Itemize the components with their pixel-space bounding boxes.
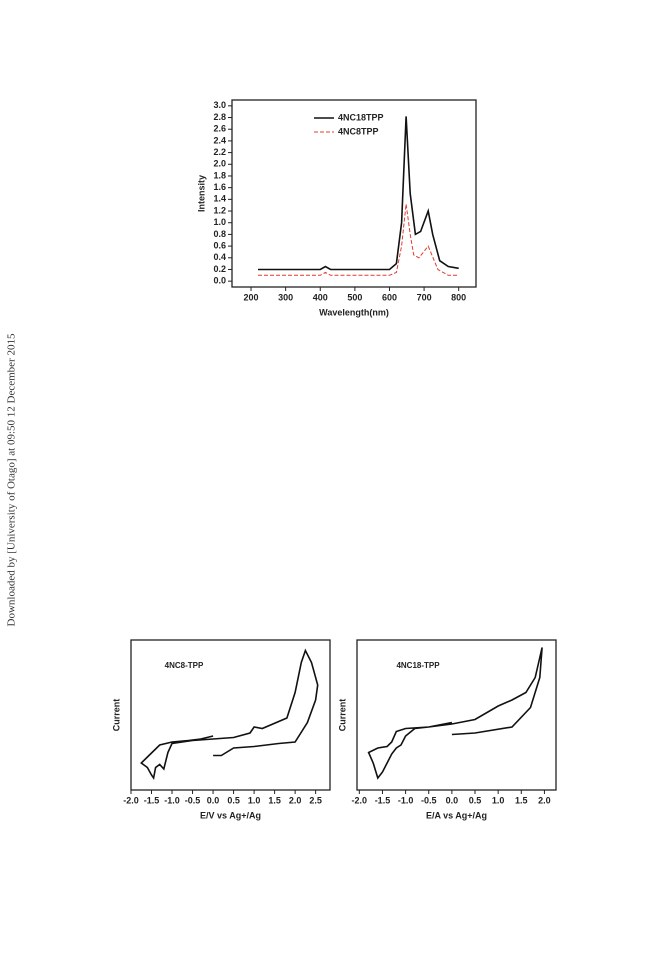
x-tick-label: 200 (244, 292, 259, 302)
x-tick-label: 1.5 (268, 795, 281, 805)
y-tick-label: 2.4 (213, 135, 226, 145)
x-tick-label: 2.0 (538, 795, 551, 805)
x-tick-label: -2.0 (123, 795, 139, 805)
y-tick-label: 0.4 (213, 252, 226, 262)
data-line (258, 116, 459, 271)
y-tick-label: 3.0 (213, 100, 226, 110)
x-tick-label: 600 (382, 292, 397, 302)
x-axis-label: Wavelength(nm) (319, 307, 389, 317)
x-tick-label: -2.0 (352, 795, 368, 805)
y-tick-label: 1.8 (213, 170, 226, 180)
data-line (140, 648, 319, 781)
y-tick-label: 1.2 (213, 205, 226, 215)
y-axis-label: Current (337, 699, 347, 732)
y-tick-label: 0.6 (213, 240, 226, 250)
watermark: Downloaded by [University of Otago] at 0… (6, 333, 18, 626)
x-tick-label: 0.5 (469, 795, 482, 805)
x-tick-label: 700 (417, 292, 432, 302)
x-tick-label: 400 (313, 292, 328, 302)
y-tick-label: 1.0 (213, 217, 226, 227)
y-tick-label: 2.0 (213, 159, 226, 169)
y-tick-label: 0.0 (213, 276, 226, 286)
y-tick-label: 1.6 (213, 182, 226, 192)
y-axis-label: Intensity (196, 175, 206, 212)
x-tick-label: -0.5 (185, 795, 201, 805)
x-tick-label: 0.5 (227, 795, 240, 805)
y-tick-label: 0.8 (213, 229, 226, 239)
x-tick-label: 0.0 (446, 795, 459, 805)
x-tick-label: 1.0 (248, 795, 261, 805)
annotation: 4NC8-TPP (165, 661, 204, 670)
y-axis-label: Current (111, 699, 121, 732)
x-tick-label: 2.0 (289, 795, 302, 805)
x-axis-label: E/A vs Ag+/Ag (426, 810, 487, 820)
x-tick-label: 0.0 (207, 795, 220, 805)
plot-frame (231, 99, 477, 288)
plot-frame (130, 639, 331, 791)
data-line (367, 647, 543, 780)
x-tick-label: 1.5 (515, 795, 528, 805)
y-tick-label: 1.4 (213, 194, 226, 204)
plot-frame (356, 639, 557, 791)
legend-label: 4NC18TPP (338, 112, 384, 122)
legend-label: 4NC8TPP (338, 126, 379, 136)
x-tick-label: 2.5 (309, 795, 322, 805)
y-tick-label: 0.2 (213, 264, 226, 274)
y-tick-label: 2.2 (213, 147, 226, 157)
x-tick-label: -1.5 (144, 795, 160, 805)
x-tick-label: 300 (278, 292, 293, 302)
x-tick-label: -1.0 (398, 795, 414, 805)
x-tick-label: -1.5 (375, 795, 391, 805)
y-tick-label: 2.8 (213, 112, 226, 122)
x-tick-label: -1.0 (164, 795, 180, 805)
y-tick-label: 2.6 (213, 124, 226, 134)
x-tick-label: 800 (451, 292, 466, 302)
x-tick-label: -0.5 (421, 795, 437, 805)
x-tick-label: 500 (347, 292, 362, 302)
x-tick-label: 1.0 (492, 795, 505, 805)
annotation: 4NC18-TPP (396, 661, 440, 670)
x-axis-label: E/V vs Ag+/Ag (200, 810, 261, 820)
